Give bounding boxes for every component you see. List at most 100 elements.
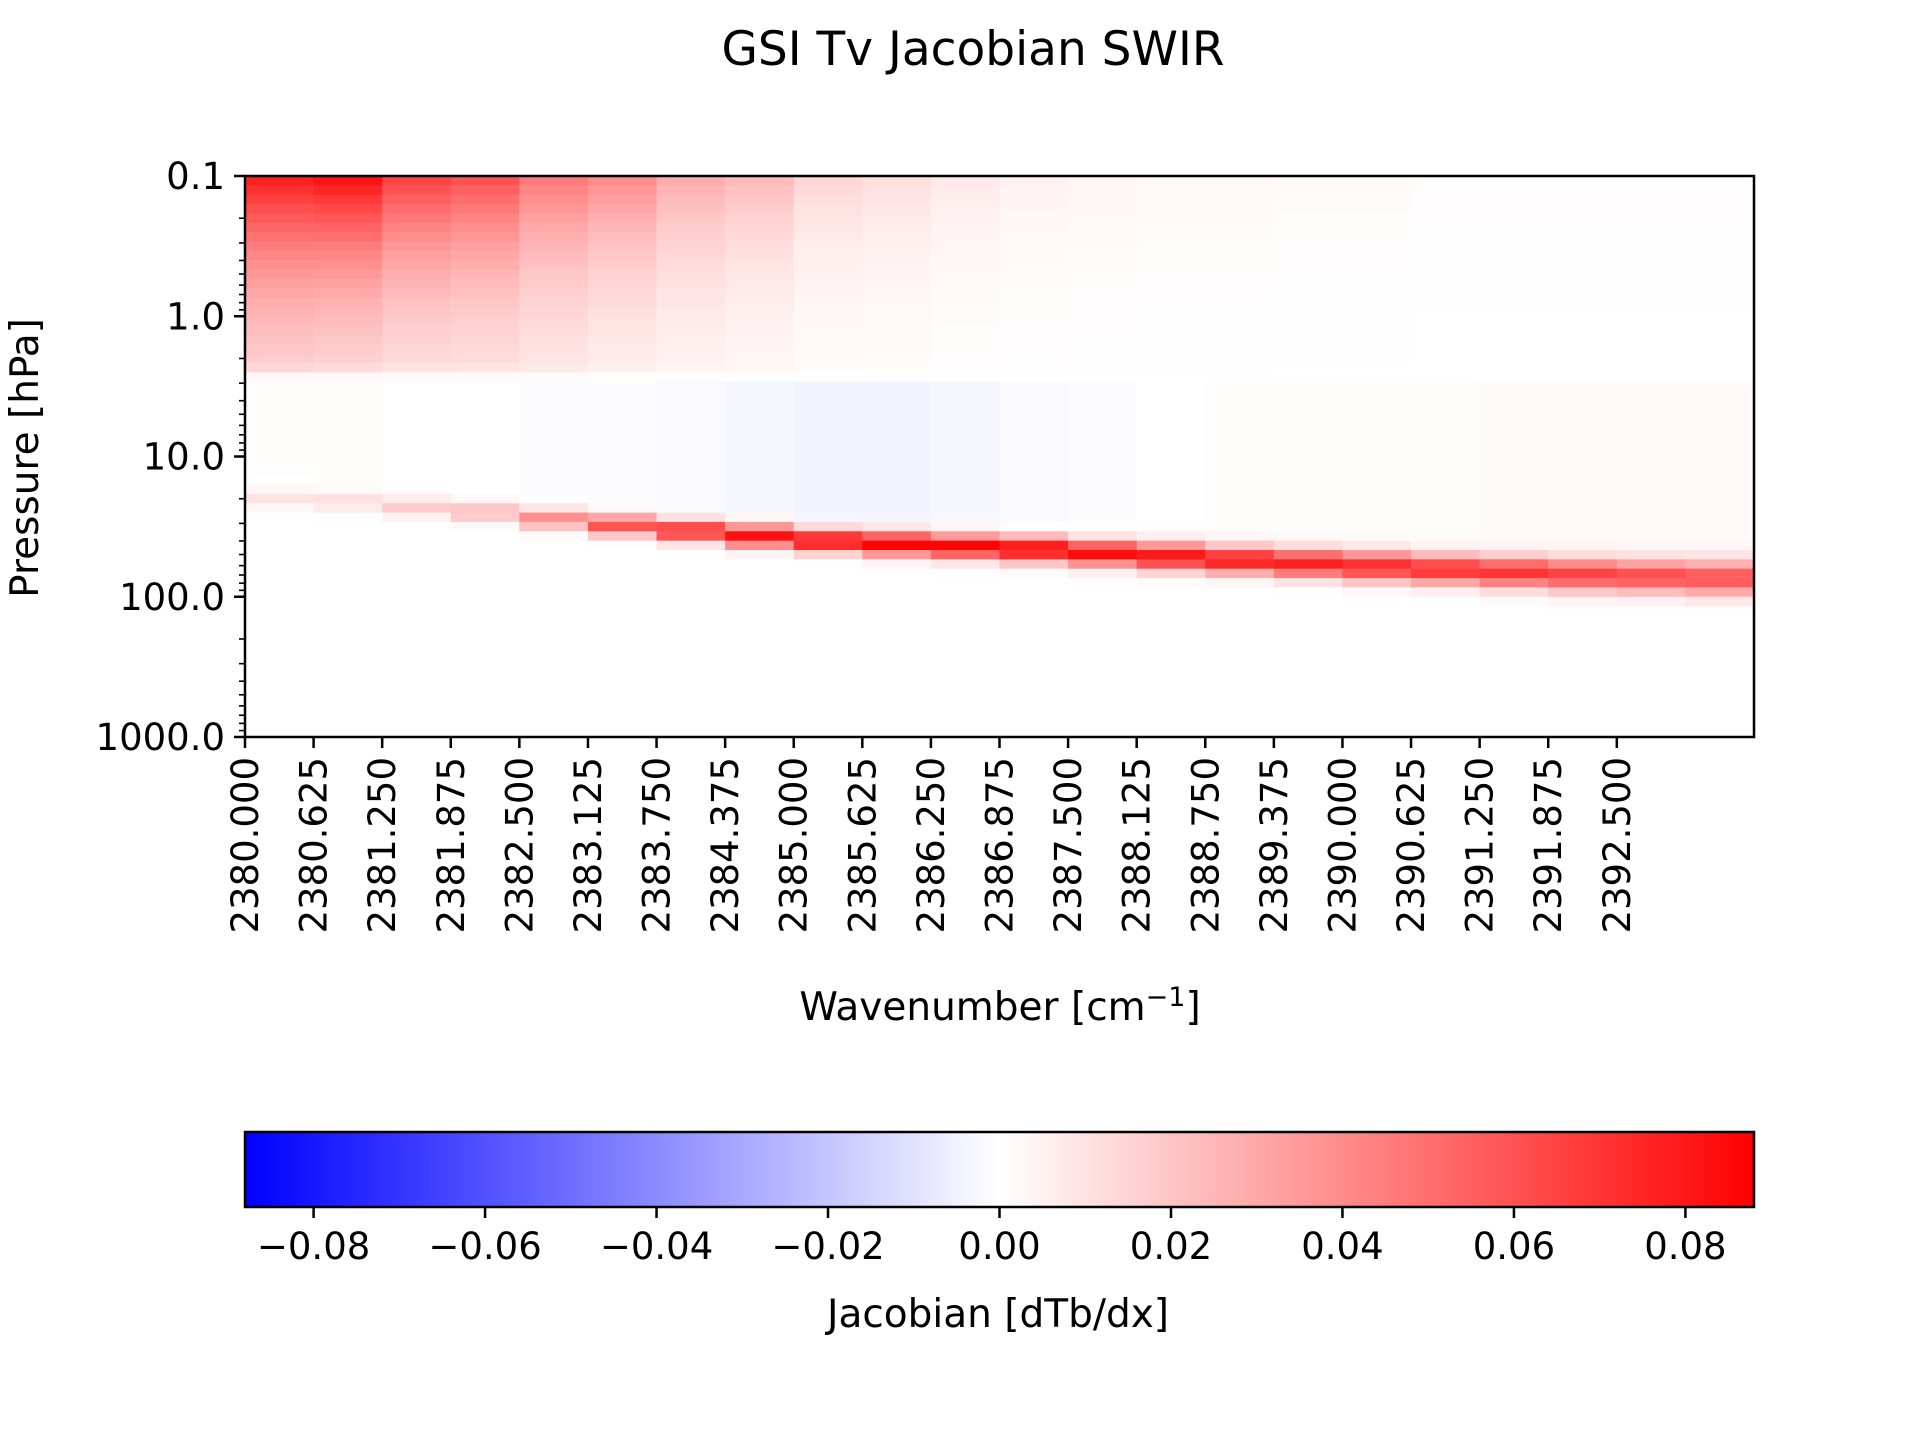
heatmap-cell [245, 344, 315, 355]
heatmap-cell [725, 353, 795, 364]
heatmap-cell [587, 531, 658, 542]
heatmap-cell [1685, 503, 1755, 514]
heatmap-cell [1411, 409, 1481, 420]
heatmap-cell [1548, 708, 1618, 719]
heatmap-cell [1136, 325, 1206, 336]
heatmap-cell [1685, 587, 1755, 598]
heatmap-cell [245, 484, 315, 495]
heatmap-cell [1411, 690, 1481, 701]
y-tick-label: 100.0 [119, 576, 225, 619]
heatmap-cell [245, 671, 315, 682]
heatmap-cell [1548, 176, 1618, 186]
heatmap-cell [1548, 353, 1618, 364]
heatmap-cell [1685, 540, 1755, 551]
heatmap-cell [1068, 204, 1138, 214]
heatmap-cell [793, 288, 863, 299]
heatmap-cell [450, 680, 520, 691]
heatmap-cell [1685, 194, 1755, 205]
heatmap-cell [1479, 699, 1549, 710]
heatmap-cell [1136, 624, 1206, 635]
heatmap-cell [862, 596, 932, 607]
heatmap-cell [793, 447, 863, 458]
heatmap-cell [245, 222, 315, 233]
heatmap-cell [313, 690, 383, 701]
heatmap-cell [1136, 578, 1206, 588]
heatmap-cell [245, 447, 315, 458]
heatmap-cell [725, 372, 795, 383]
heatmap-cell [1479, 213, 1549, 224]
x-tick-label: 2385.000 [773, 757, 816, 934]
heatmap-cell [245, 550, 315, 560]
heatmap-cell [1616, 250, 1687, 261]
heatmap-cell [519, 540, 589, 551]
heatmap-cell [1479, 260, 1549, 271]
heatmap-cell [382, 606, 452, 617]
heatmap-cell [382, 475, 452, 486]
heatmap-cell [313, 634, 383, 645]
heatmap-cell [725, 288, 795, 299]
heatmap-cell [1548, 334, 1618, 345]
heatmap-cell [245, 634, 315, 645]
heatmap-cell [793, 213, 863, 224]
heatmap-cell [1479, 503, 1549, 514]
heatmap-cell [1136, 334, 1206, 345]
heatmap-cell [862, 690, 932, 701]
heatmap-cell [862, 344, 932, 355]
heatmap-cell [1479, 204, 1549, 214]
heatmap-cell [999, 204, 1069, 214]
heatmap-cell [656, 260, 726, 271]
heatmap-cell [587, 372, 658, 383]
heatmap-cell [930, 288, 1001, 299]
heatmap-cell [930, 671, 1001, 682]
heatmap-cell [930, 540, 1001, 551]
heatmap-cell [1273, 540, 1344, 551]
heatmap-cell [519, 727, 589, 738]
heatmap-cell [1548, 437, 1618, 448]
heatmap-cell [1616, 690, 1687, 701]
heatmap-cell [245, 521, 315, 532]
heatmap-cell [1548, 493, 1618, 504]
heatmap-cell [382, 213, 452, 224]
heatmap-cell [862, 512, 932, 523]
heatmap-cell [1136, 615, 1206, 626]
heatmap-cell [1411, 708, 1481, 719]
heatmap-cell [1411, 540, 1481, 551]
heatmap-cell [1068, 437, 1138, 448]
heatmap-cell [1136, 662, 1206, 673]
heatmap-cell [1136, 269, 1206, 280]
heatmap-cell [1136, 250, 1206, 261]
heatmap-cell [1411, 400, 1481, 411]
heatmap-cell [1685, 391, 1755, 401]
heatmap-cell [519, 176, 589, 186]
heatmap-cell [999, 606, 1069, 617]
heatmap-cell [1068, 624, 1138, 635]
heatmap-cell [725, 176, 795, 186]
heatmap-cell [999, 550, 1069, 560]
heatmap-cell [1136, 381, 1206, 392]
heatmap-cell [450, 428, 520, 439]
heatmap-cell [999, 306, 1069, 317]
heatmap-cell [313, 699, 383, 710]
heatmap-cell [862, 250, 932, 261]
heatmap-cell [1685, 615, 1755, 626]
heatmap-cell [313, 288, 383, 299]
heatmap-cell [1068, 288, 1138, 299]
heatmap-cell [1205, 465, 1275, 476]
heatmap-cell [1479, 400, 1549, 411]
heatmap-cell [1479, 634, 1549, 645]
heatmap-cell [1136, 288, 1206, 299]
heatmap-cell [999, 278, 1069, 289]
heatmap-cell [1205, 447, 1275, 458]
heatmap-cell [587, 512, 658, 523]
heatmap-cell [930, 269, 1001, 280]
heatmap-cell [656, 241, 726, 252]
heatmap-cell [450, 690, 520, 701]
heatmap-cell [1411, 447, 1481, 458]
heatmap-cell [862, 372, 932, 383]
heatmap-cell [1068, 690, 1138, 701]
heatmap-cell [519, 615, 589, 626]
heatmap-cell [1205, 578, 1275, 588]
heatmap-cell [999, 176, 1069, 186]
heatmap-cell [1411, 419, 1481, 430]
heatmap-cell [862, 185, 932, 196]
